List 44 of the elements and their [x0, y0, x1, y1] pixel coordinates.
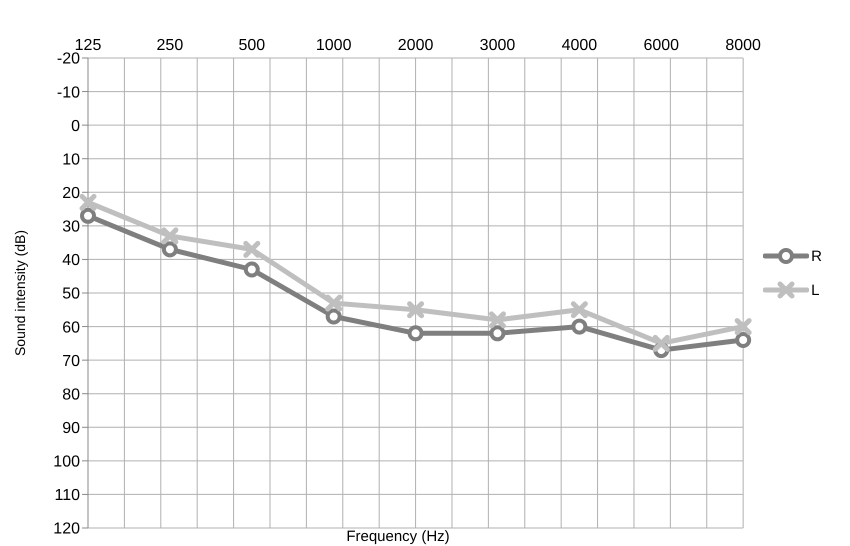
y-tick-label: 10 [62, 151, 80, 168]
x-tick-label: 8000 [725, 37, 762, 54]
point [488, 311, 506, 328]
x-tick-label: 250 [156, 37, 184, 54]
y-tick-label: 60 [62, 319, 80, 336]
y-tick-label: 40 [62, 252, 80, 270]
point [326, 308, 342, 324]
y-tick-label: 100 [53, 454, 80, 471]
point [571, 318, 588, 335]
point [162, 241, 178, 258]
point [735, 332, 752, 348]
legend-label: L [811, 282, 820, 298]
point [243, 240, 260, 258]
point [407, 301, 424, 318]
y-tick-label: 120 [53, 520, 80, 538]
x-tick-label: 1000 [316, 37, 352, 54]
y-tick-label: -10 [56, 84, 80, 102]
point [734, 318, 752, 336]
y-tick-label: 80 [62, 386, 80, 404]
y-tick-label: 70 [62, 352, 80, 370]
point [161, 227, 178, 244]
point [244, 262, 260, 278]
point [652, 334, 670, 352]
x-tick-label: 6000 [643, 37, 680, 54]
x-tick-label: 4000 [562, 37, 598, 54]
point [489, 325, 506, 342]
y-tick-label: 30 [62, 218, 80, 236]
y-tick-label: 20 [62, 184, 80, 202]
x-tick-label: 500 [238, 37, 266, 54]
x-axis-title: Frequency (Hz) [346, 528, 450, 545]
y-tick-label: 110 [54, 487, 80, 504]
y-tick-label: 50 [62, 286, 80, 303]
point [570, 301, 588, 318]
y-tick-label: 90 [62, 420, 80, 437]
legend-label: R [811, 248, 822, 264]
point [408, 325, 424, 342]
x-tick-label: 2000 [398, 37, 434, 54]
x-tick-label: 3000 [480, 37, 516, 54]
y-axis-title: Sound intensity (dB) [12, 230, 28, 356]
point [325, 294, 342, 312]
point [80, 194, 96, 211]
y-tick-label: 0 [71, 118, 80, 135]
point [80, 208, 96, 224]
y-tick-label: -20 [56, 50, 80, 68]
